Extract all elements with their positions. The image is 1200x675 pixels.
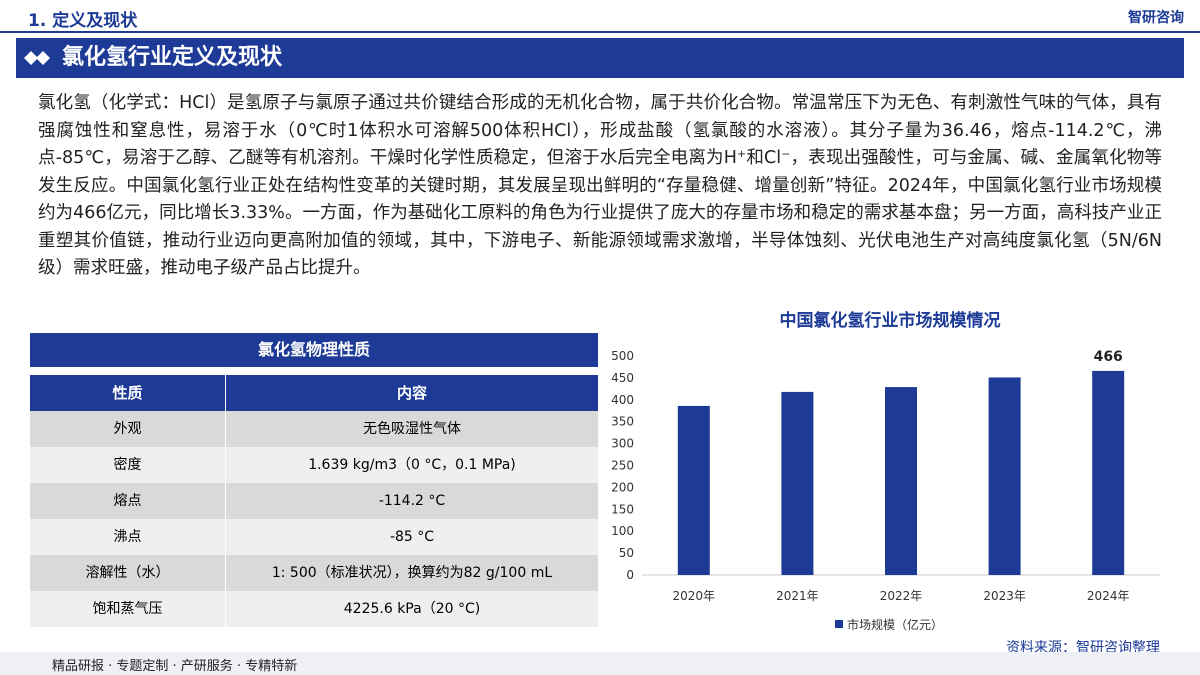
x-tick-label: 2024年 bbox=[1087, 589, 1130, 603]
table-cell: 溶解性（水） bbox=[30, 555, 226, 591]
table-cell: -114.2 °C bbox=[378, 493, 446, 509]
footer: 精品研报 · 专题定制 · 产研服务 · 专精特新 bbox=[0, 652, 1200, 675]
table-cell: 熔点 bbox=[30, 483, 226, 519]
table-cell: 4225.6 kPa（20 °C) bbox=[343, 601, 481, 617]
table-row: 外观 无色吸湿性气体 bbox=[30, 411, 598, 447]
table-cell: 1.639 kg/m3（0 °C，0.1 MPa) bbox=[308, 457, 516, 473]
header-cell: 内容 bbox=[396, 384, 427, 402]
banner-title: 氯化氢行业定义及现状 bbox=[62, 45, 283, 70]
data-label: 466 bbox=[1094, 349, 1123, 365]
y-tick-label: 450 bbox=[611, 371, 634, 385]
banner: 氯化氢行业定义及现状 bbox=[16, 38, 1184, 78]
y-tick-label: 350 bbox=[611, 415, 634, 429]
y-tick-label: 400 bbox=[611, 393, 634, 407]
y-tick-label: 500 bbox=[611, 349, 634, 363]
y-tick-label: 0 bbox=[626, 568, 634, 582]
y-tick-label: 150 bbox=[611, 502, 634, 516]
table-title: 氯化氢物理性质 bbox=[30, 333, 598, 367]
y-tick-label: 50 bbox=[619, 546, 634, 560]
y-tick-label: 250 bbox=[611, 459, 634, 473]
table-cell: 外观 bbox=[30, 411, 226, 447]
chart: 中国氯化氢行业市场规模情况 0 50 100 150 200 250 300 350 400 45… bbox=[611, 310, 1160, 632]
bar bbox=[885, 387, 917, 575]
table-cell: 沸点 bbox=[30, 519, 226, 555]
bar bbox=[988, 377, 1021, 575]
table: 氯化氢物理性质 性质 内容 外观 无色吸湿性气体密度 1.639 kg/m3（0 °C… bbox=[30, 333, 598, 627]
y-tick-label: 300 bbox=[611, 437, 634, 451]
chart-title: 中国氯化氢行业市场规模情况 bbox=[780, 310, 1001, 331]
footer-text: 精品研报 · 专题定制 · 产研服务 · 专精特新 bbox=[52, 659, 298, 674]
table-row: 饱和蒸气压 4225.6 kPa（20 °C) bbox=[30, 591, 598, 627]
table-header: 性质 内容 bbox=[30, 375, 598, 411]
table-cell: -85 °C bbox=[389, 529, 435, 545]
table-cell: 密度 bbox=[30, 447, 226, 483]
paragraph: 氯化氢（化学式：HCl）是氢原子与氯原子通过共价键结合形成的无机化合物，属于共价… bbox=[38, 93, 1162, 278]
table-cell: 无色吸湿性气体 bbox=[363, 421, 461, 437]
logo: 智研咨询 bbox=[1128, 10, 1184, 26]
table-cell: 饱和蒸气压 bbox=[30, 591, 226, 627]
bar bbox=[1092, 370, 1125, 575]
legend-label: 市场规模（亿元） bbox=[847, 617, 943, 632]
x-tick-label: 2022年 bbox=[880, 589, 923, 603]
section-title: 1. 定义及现状 bbox=[28, 11, 138, 31]
header-cell: 性质 bbox=[30, 375, 226, 411]
table-row: 溶解性（水） 1: 500（标准状况），换算约为82 g/100 mL bbox=[30, 555, 598, 591]
table-row: 熔点 -114.2 °C bbox=[30, 483, 598, 519]
table-row: 沸点 -85 °C bbox=[30, 519, 598, 555]
table-cell: 1: 500（标准状况），换算约为82 g/100 mL bbox=[271, 565, 553, 581]
header-rule bbox=[0, 31, 1200, 33]
y-tick-label: 100 bbox=[611, 524, 634, 538]
x-tick-label: 2021年 bbox=[776, 589, 819, 603]
x-tick-label: 2023年 bbox=[983, 589, 1026, 603]
banner-icon bbox=[24, 51, 50, 65]
bar bbox=[677, 405, 710, 575]
y-tick-label: 200 bbox=[611, 480, 634, 494]
table-row: 密度 1.639 kg/m3（0 °C，0.1 MPa) bbox=[30, 447, 598, 483]
x-tick-label: 2020年 bbox=[673, 589, 716, 603]
legend-swatch bbox=[835, 620, 843, 628]
bar bbox=[781, 391, 814, 575]
